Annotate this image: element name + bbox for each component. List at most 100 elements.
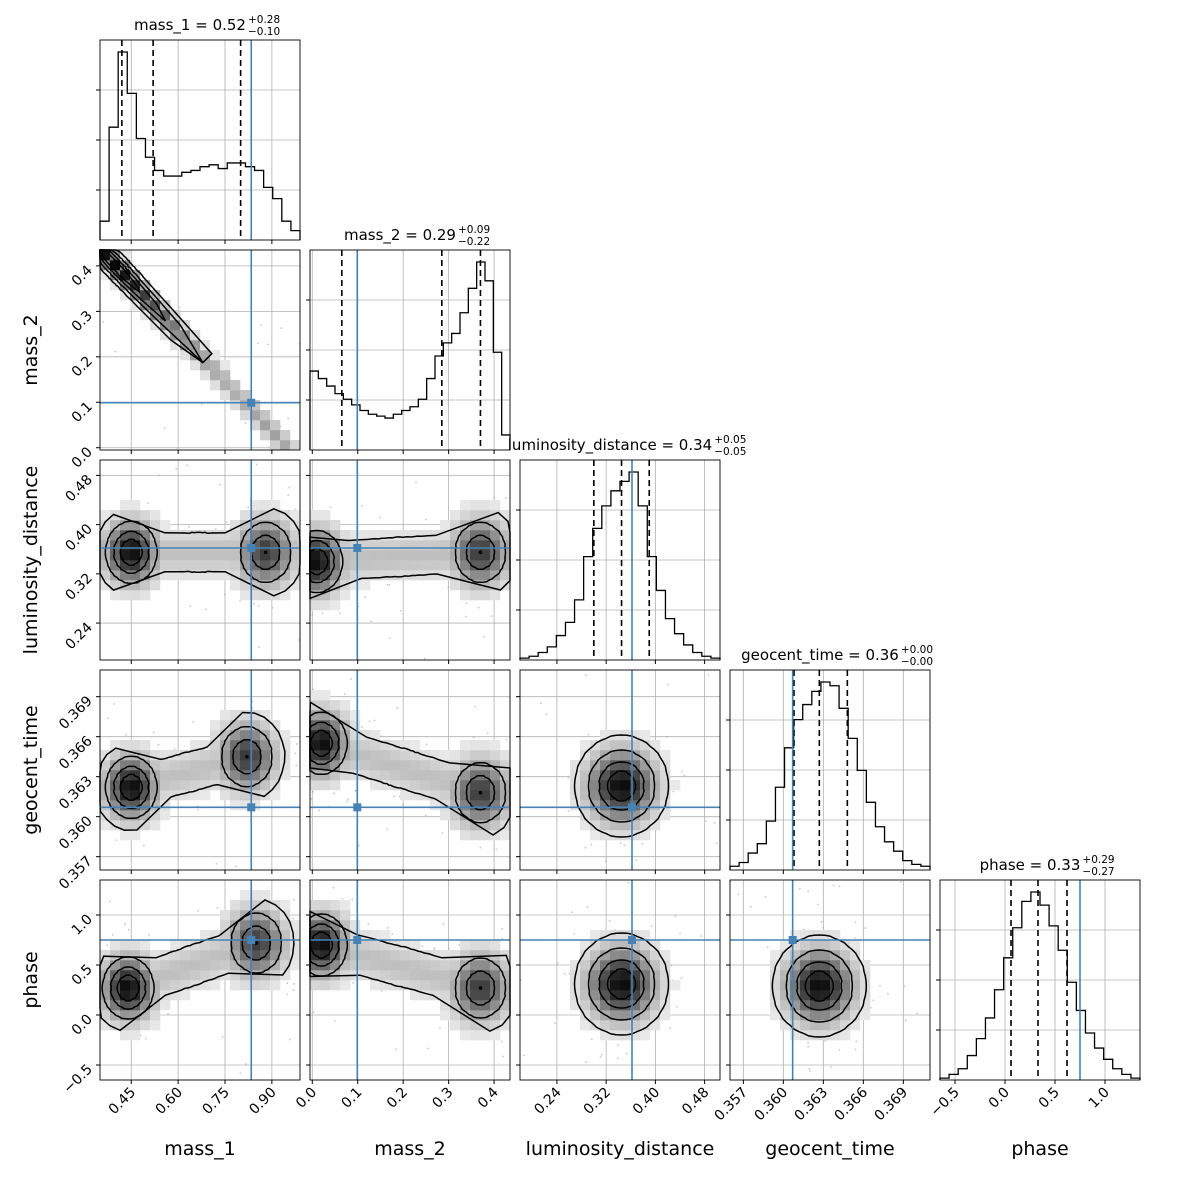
density-cell bbox=[620, 970, 631, 981]
density-cell bbox=[600, 800, 611, 811]
density-cell bbox=[350, 720, 361, 731]
density-cell bbox=[320, 520, 331, 531]
density-cell bbox=[250, 930, 261, 941]
density-cell bbox=[240, 390, 251, 401]
density-cell bbox=[110, 940, 121, 951]
density-cell bbox=[490, 940, 501, 951]
sample-point bbox=[396, 707, 399, 709]
histogram-outline bbox=[729, 681, 931, 870]
x-tick-label: 0.360 bbox=[751, 1085, 791, 1125]
density-cell bbox=[170, 760, 181, 771]
density-cell bbox=[620, 1010, 631, 1021]
density-cell bbox=[570, 1000, 581, 1011]
density-cell bbox=[420, 530, 431, 541]
density-cell bbox=[440, 780, 451, 791]
density-cell bbox=[490, 960, 501, 971]
density-cell bbox=[130, 280, 141, 291]
sample-point bbox=[807, 1045, 810, 1048]
density-cell bbox=[240, 550, 251, 561]
density-cell bbox=[320, 600, 331, 611]
density-cell bbox=[470, 540, 481, 551]
density-cell bbox=[380, 560, 391, 571]
density-cell bbox=[260, 510, 271, 521]
density-cell bbox=[170, 940, 181, 951]
sample-point bbox=[152, 731, 155, 734]
sample-point bbox=[681, 770, 683, 773]
density-cell bbox=[430, 800, 441, 811]
density-cell bbox=[800, 970, 811, 981]
density-cell bbox=[350, 740, 361, 751]
panel-mass_2-luminosity_distance bbox=[306, 459, 511, 664]
density-cell bbox=[610, 1010, 621, 1021]
density-cell bbox=[790, 930, 801, 941]
density-cell bbox=[600, 830, 611, 841]
x-tick-label: 0.1 bbox=[338, 1085, 365, 1112]
density-cell bbox=[820, 1030, 831, 1041]
density-cell bbox=[430, 750, 441, 761]
sample-point bbox=[251, 707, 254, 710]
density-cell bbox=[650, 760, 661, 771]
sample-point bbox=[142, 844, 145, 847]
density-cell bbox=[170, 960, 181, 971]
density-cell bbox=[600, 740, 611, 751]
density-cell bbox=[120, 770, 131, 781]
density-cell bbox=[650, 960, 661, 971]
density-cell bbox=[260, 420, 271, 431]
density-cell bbox=[180, 990, 191, 1001]
density-cell bbox=[620, 980, 631, 991]
density-cell bbox=[650, 1020, 661, 1031]
density-cell bbox=[490, 990, 501, 1001]
density-cell bbox=[410, 970, 421, 981]
x-ticks bbox=[556, 660, 706, 664]
density-cell bbox=[630, 750, 641, 761]
x-tick-label: 0.0 bbox=[293, 1085, 320, 1112]
density-cell bbox=[480, 750, 491, 761]
panel-frame bbox=[519, 669, 721, 871]
density-cell bbox=[630, 950, 641, 961]
density-cell bbox=[360, 560, 371, 571]
sample-point bbox=[311, 613, 314, 616]
density-cell bbox=[250, 730, 261, 741]
density-cell bbox=[490, 980, 501, 991]
density-cell bbox=[600, 930, 611, 941]
sample-point bbox=[239, 1072, 242, 1075]
density-cell bbox=[230, 740, 241, 751]
sample-point bbox=[829, 1066, 832, 1068]
density-cell bbox=[670, 980, 681, 991]
density-cell bbox=[590, 990, 601, 1001]
density-cell bbox=[460, 1020, 471, 1031]
density-cell bbox=[820, 960, 831, 971]
density-cells bbox=[570, 730, 681, 841]
density-cell bbox=[120, 830, 131, 841]
density-cell bbox=[480, 980, 491, 991]
density-cell bbox=[490, 520, 501, 531]
density-cell bbox=[460, 1030, 471, 1041]
density-cell bbox=[810, 940, 821, 951]
density-cell bbox=[250, 940, 261, 951]
density-cell bbox=[150, 950, 161, 961]
density-cell bbox=[850, 950, 861, 961]
sample-point bbox=[887, 992, 889, 995]
density-cell bbox=[150, 580, 161, 591]
density-cell bbox=[140, 1020, 151, 1031]
y-axis-label: geocent_time bbox=[20, 705, 42, 834]
density-cell bbox=[460, 740, 471, 751]
density-cell bbox=[320, 540, 331, 551]
y-tick-label: 0.369 bbox=[56, 693, 96, 733]
density-cell bbox=[200, 790, 211, 801]
density-cell bbox=[640, 970, 651, 981]
density-cell bbox=[810, 980, 821, 991]
density-cell bbox=[160, 560, 171, 571]
sample-point bbox=[423, 657, 426, 660]
density-cell bbox=[490, 500, 501, 511]
density-cell bbox=[100, 1020, 111, 1031]
density-cell bbox=[590, 980, 601, 991]
density-cell bbox=[580, 750, 591, 761]
density-cell bbox=[320, 690, 331, 701]
density-cell bbox=[330, 520, 341, 531]
histogram-mass_1 bbox=[99, 51, 301, 240]
sample-point bbox=[293, 898, 295, 901]
density-cell bbox=[160, 570, 171, 581]
density-cell bbox=[150, 970, 161, 981]
